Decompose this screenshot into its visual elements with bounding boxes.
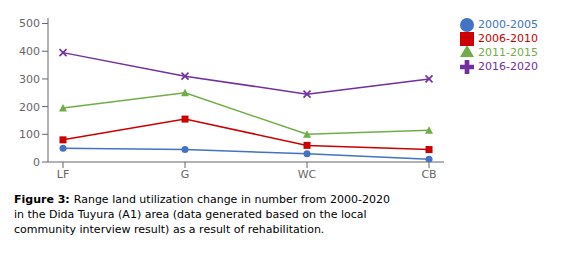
svg-text:0: 0 — [33, 156, 40, 169]
svg-text:WC: WC — [298, 168, 317, 181]
html-text:2016-2020: 2016-2020 — [478, 60, 538, 73]
html-text:2006-2010: 2006-2010 — [478, 32, 538, 45]
svg-text:LF: LF — [57, 168, 69, 181]
svg-text:300: 300 — [19, 73, 40, 86]
svg-text:200: 200 — [19, 101, 40, 114]
html-text:2000-2005: 2000-2005 — [478, 18, 538, 31]
html-text:in the Dida Tuyura (A1) area (: in the Dida Tuyura (A1) area (data gener… — [14, 208, 367, 221]
svg-text:500: 500 — [19, 17, 40, 30]
svg-text:G: G — [181, 168, 190, 181]
html-text:community interview result) as: community interview result) as a result … — [14, 223, 325, 236]
svg-text:CB: CB — [421, 168, 436, 181]
svg-text:400: 400 — [19, 45, 40, 58]
html-text:Figure 3: Range land utilizati: Figure 3: Range land utilization change … — [14, 193, 390, 206]
html-text:2011-2015: 2011-2015 — [478, 46, 538, 59]
svg-text:100: 100 — [19, 128, 40, 141]
